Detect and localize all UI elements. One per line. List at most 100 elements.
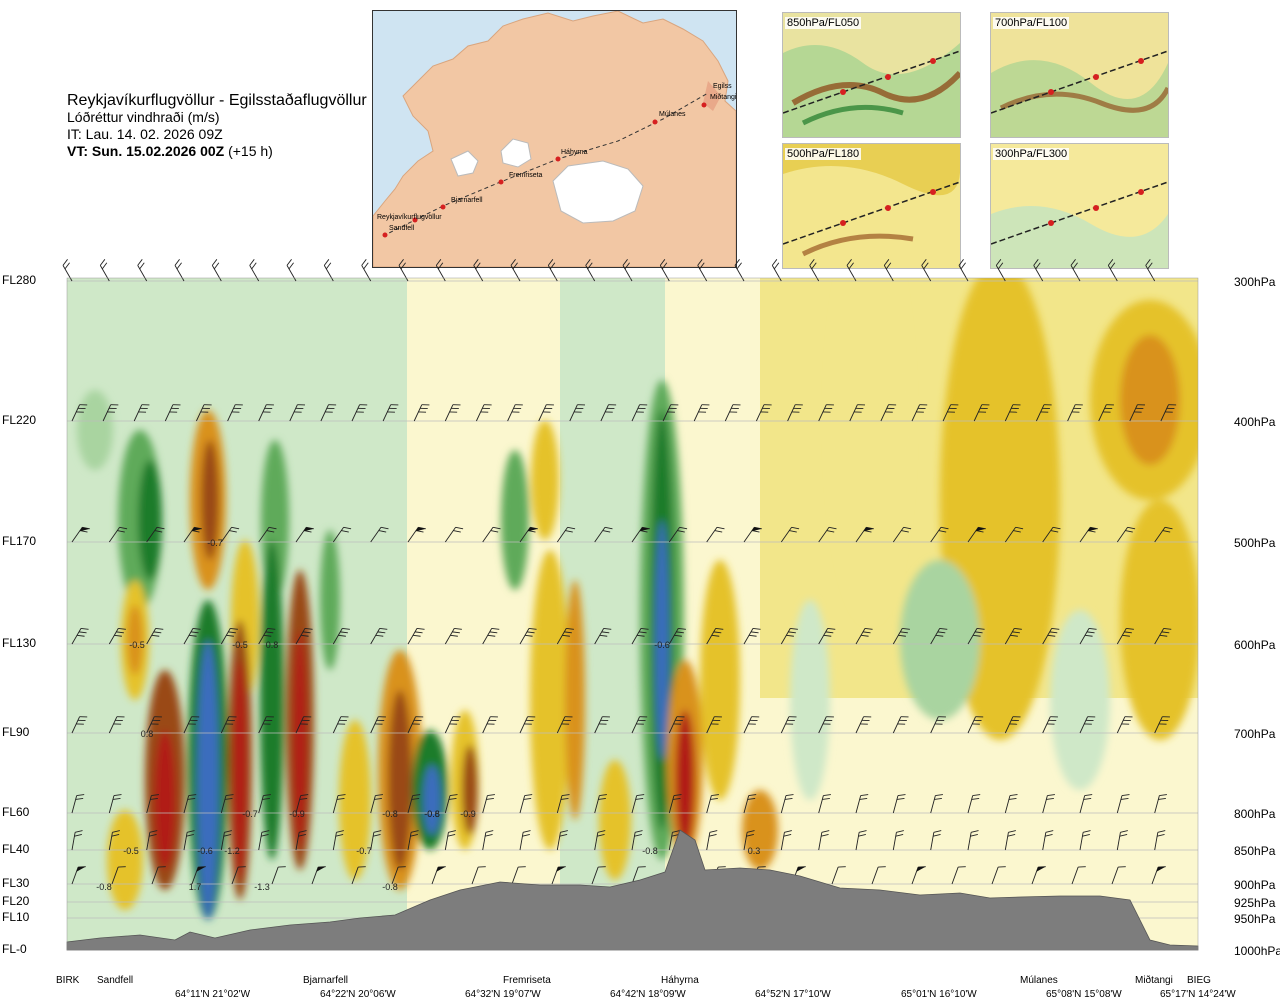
wind-barb [631,866,646,885]
thumbnail-300hpa[interactable]: 300hPa/FL300 [990,143,1169,269]
pressure-level-label: 900hPa [1234,878,1276,892]
velocity-cell [197,640,219,920]
wind-barb [942,404,959,422]
coordinate-label: 64°22'N 20°06'W [320,989,396,1000]
wind-barb [351,404,368,422]
wind-barb [631,794,645,814]
velocity-cell [1120,500,1198,740]
wind-barb [295,526,314,543]
wind-barb [191,866,206,885]
wind-barb [855,794,869,814]
valid-time-line: VT: Sun. 15.02.2026 00Z (+15 h) [67,143,367,160]
velocity-cell [118,430,162,610]
coordinate-label: 65°01'N 16°10'W [901,989,977,1000]
wind-barb [108,526,128,543]
velocity-cell [742,790,778,870]
velocity-cell [423,765,441,835]
wind-barb [1067,404,1083,422]
wind-barb [108,716,125,734]
wind-barb [183,716,200,734]
wind-barb [743,716,760,734]
wind-barb [295,794,309,814]
wind-barb [519,830,531,851]
wind-barb [973,404,990,422]
wind-barb [1154,830,1166,851]
wind-barb [295,716,312,734]
wind-barb [370,526,389,543]
wind-barb [780,794,794,814]
map-label-reykjavik: Reykjavíkurflugvöllur [377,214,442,221]
wind-barb [551,866,566,885]
velocity-cell [667,660,703,860]
velocity-cell [127,605,143,675]
wind-barb [391,866,406,885]
station-label: Fremriseta [503,975,551,986]
wind-barb [1129,404,1146,422]
wind-barb [818,526,837,543]
waypoint-reykjavik [382,232,388,238]
thumbnail-850hpa-label: 850hPa/FL050 [785,17,862,29]
route-waypoints [382,102,707,238]
wind-barb [519,526,538,543]
map-label-hahyrna: Háhyrna [561,149,588,156]
wind-barb [1031,866,1046,885]
wind-barb [668,627,686,645]
contour-label: 0.3 [748,846,761,856]
station-label: Bjarnarfell [303,975,349,986]
wind-barb [295,627,313,645]
wind-barb [569,404,586,422]
wind-barb [668,794,682,814]
contour-label: -0.6 [654,640,670,650]
wind-barb [108,794,122,814]
wind-barb [951,866,966,885]
wind-barb [556,526,576,543]
wind-barb [332,794,346,814]
wind-barb [407,526,426,543]
wind-barb [871,866,886,885]
vertical-velocity-field [67,278,1198,950]
wind-barb [482,830,494,851]
wind-barb [444,526,464,543]
velocity-cell [675,710,695,850]
wind-barb [519,794,533,814]
thumbnail-700hpa-map [991,13,1168,137]
contour-label: -1.2 [224,846,240,856]
wind-barb [370,794,383,814]
thumbnail-700hpa[interactable]: 700hPa/FL100 [990,12,1169,138]
wind-barb [631,404,648,422]
wind-barb [382,404,399,422]
wind-barb [892,526,912,543]
route-map: Reykjavíkurflugvöllur Sandfell Bjarnarfe… [372,10,737,268]
wind-barb [519,716,536,734]
wind-barb [631,716,648,734]
wind-barb [295,830,307,851]
wind-barb [407,794,421,814]
wind-barb [538,404,554,422]
wind-barb [444,404,461,422]
wind-barb [1004,830,1016,851]
waypoint-bjarnarfell [440,204,446,210]
map-label-sandfell: Sandfell [389,225,415,232]
wind-barb [1042,526,1061,543]
wind-barb [413,404,430,422]
coordinate-label: 64°52'N 17°10'W [755,989,831,1000]
flight-level-label: FL60 [2,805,30,819]
contour-label: 0.8 [266,640,279,650]
velocity-cell [501,450,529,590]
contour-labels: -0.7 -0.5 -0.5 0.8 0.8 -0.7 -0.9 -0.8 -0.8 -0.9 -0… [96,538,760,892]
wind-barb [271,866,286,885]
thumbnail-500hpa[interactable]: 500hPa/FL180 [782,143,961,269]
velocity-cell [1050,610,1110,790]
thumbnail-850hpa[interactable]: 850hPa/FL050 [782,12,961,138]
wind-barb [631,526,650,543]
wind-barb [662,404,679,422]
wind-barb [930,794,943,814]
map-label-midtangi: Miðtangi [710,93,736,101]
velocity-cell [138,460,162,580]
wind-barb [1004,404,1021,422]
velocity-cell [900,560,980,720]
pressure-level-label: 300hPa [1234,275,1276,289]
wind-barb [594,627,612,645]
wind-barb [671,866,686,885]
velocity-cell [339,720,371,880]
